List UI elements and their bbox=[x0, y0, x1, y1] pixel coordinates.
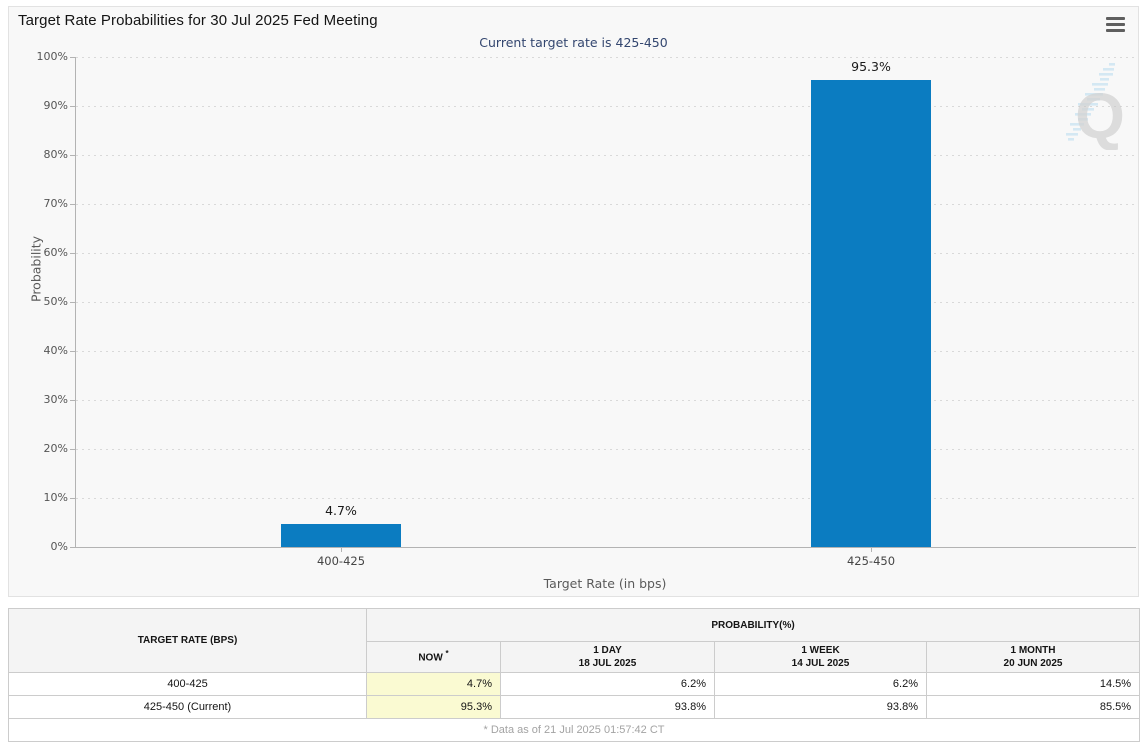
gridline bbox=[76, 57, 1136, 58]
y-axis-tick bbox=[70, 400, 76, 401]
y-axis-tick-label: 90% bbox=[43, 99, 68, 112]
y-axis-tick bbox=[70, 351, 76, 352]
y-axis-tick-label: 20% bbox=[43, 442, 68, 455]
probability-1month-cell: 14.5% bbox=[925, 672, 1141, 696]
y-axis-tick-label: 0% bbox=[50, 540, 68, 553]
gridline bbox=[76, 106, 1136, 107]
y-axis-tick bbox=[70, 57, 76, 58]
gridline bbox=[76, 351, 1136, 352]
gridline bbox=[76, 155, 1136, 156]
y-axis-tick bbox=[70, 302, 76, 303]
x-axis-tick-label: 400-425 bbox=[316, 554, 366, 568]
y-axis-tick bbox=[70, 253, 76, 254]
probability-1week-cell: 6.2% bbox=[714, 672, 927, 696]
col-header-now: NOW * bbox=[366, 641, 501, 673]
hamburger-icon bbox=[1106, 29, 1125, 32]
gridline bbox=[76, 449, 1136, 450]
x-axis-tick bbox=[341, 547, 342, 552]
gridline bbox=[76, 253, 1136, 254]
probability-1week-cell: 93.8% bbox=[714, 695, 927, 719]
rate-range-cell: 400-425 bbox=[8, 672, 367, 696]
gridline bbox=[76, 302, 1136, 303]
probability-bar[interactable] bbox=[811, 80, 931, 547]
y-axis-tick bbox=[70, 155, 76, 156]
probability-now-cell: 95.3% bbox=[366, 695, 501, 719]
y-axis-tick bbox=[70, 498, 76, 499]
rate-range-cell: 425-450 (Current) bbox=[8, 695, 367, 719]
x-axis-title: Target Rate (in bps) bbox=[543, 576, 667, 591]
probability-1month-cell: 85.5% bbox=[925, 695, 1141, 719]
plot-area: 0% 10% 20% 30% 40% 50% 60% 70% 80% 90% 100% 4.7% 400… bbox=[37, 50, 1136, 568]
col-header-1day: 1 DAY 18 JUL 2025 bbox=[500, 641, 715, 673]
probability-table: TARGET RATE (BPS) PROBABILITY(%) NOW * 1… bbox=[7, 608, 1141, 742]
y-axis-tick-label: 70% bbox=[43, 197, 68, 210]
hamburger-icon bbox=[1106, 17, 1125, 20]
gridline bbox=[76, 204, 1136, 205]
table-row: 425-450 (Current) 95.3% 93.8% 93.8% 85.5% bbox=[8, 695, 1141, 719]
y-axis-tick-label: 50% bbox=[43, 295, 68, 308]
y-axis-tick bbox=[70, 106, 76, 107]
svg-text:Q: Q bbox=[1075, 80, 1125, 150]
quikstrike-watermark-icon: Q bbox=[1066, 63, 1125, 150]
y-axis-tick-label: 60% bbox=[43, 246, 68, 259]
col-header-probability: PROBABILITY(%) bbox=[365, 608, 1141, 642]
y-axis-tick-label: 40% bbox=[43, 344, 68, 357]
y-axis-tick bbox=[70, 204, 76, 205]
col-header-1month: 1 MONTH 20 JUN 2025 bbox=[925, 641, 1141, 673]
chart-context-menu-button[interactable] bbox=[1106, 17, 1125, 32]
y-axis-tick bbox=[70, 449, 76, 450]
chart-subtitle: Current target rate is 425-450 bbox=[479, 35, 668, 50]
y-axis-tick-label: 80% bbox=[43, 148, 68, 161]
col-header-1week: 1 WEEK 14 JUL 2025 bbox=[714, 641, 927, 673]
gridline bbox=[76, 400, 1136, 401]
probability-1day-cell: 6.2% bbox=[500, 672, 715, 696]
gridline bbox=[76, 498, 1136, 499]
probability-bar[interactable] bbox=[281, 524, 401, 547]
y-axis-tick-label: 30% bbox=[43, 393, 68, 406]
fedwatch-chart-panel: Target Rate Probabilities for 30 Jul 202… bbox=[8, 6, 1139, 597]
probability-now-cell: 4.7% bbox=[366, 672, 501, 696]
table-row: 400-425 4.7% 6.2% 6.2% 14.5% bbox=[8, 672, 1141, 696]
y-axis-tick-label: 100% bbox=[36, 50, 68, 63]
data-as-of-footnote: * Data as of 21 Jul 2025 01:57:42 CT bbox=[7, 718, 1141, 742]
hamburger-icon bbox=[1106, 23, 1125, 26]
chart-title: Target Rate Probabilities for 30 Jul 202… bbox=[18, 12, 378, 29]
table-body: 400-425 4.7% 6.2% 6.2% 14.5% 425-450 (Current… bbox=[8, 672, 1141, 719]
y-axis-tick-label: 10% bbox=[43, 491, 68, 504]
probability-1day-cell: 93.8% bbox=[500, 695, 715, 719]
x-axis-tick-label: 425-450 bbox=[846, 554, 896, 568]
x-axis-tick bbox=[871, 547, 872, 552]
col-header-target-rate: TARGET RATE (BPS) bbox=[8, 608, 367, 673]
bar-value-label: 95.3% bbox=[851, 59, 891, 74]
y-axis-tick bbox=[70, 547, 76, 548]
bar-value-label: 4.7% bbox=[325, 503, 357, 518]
